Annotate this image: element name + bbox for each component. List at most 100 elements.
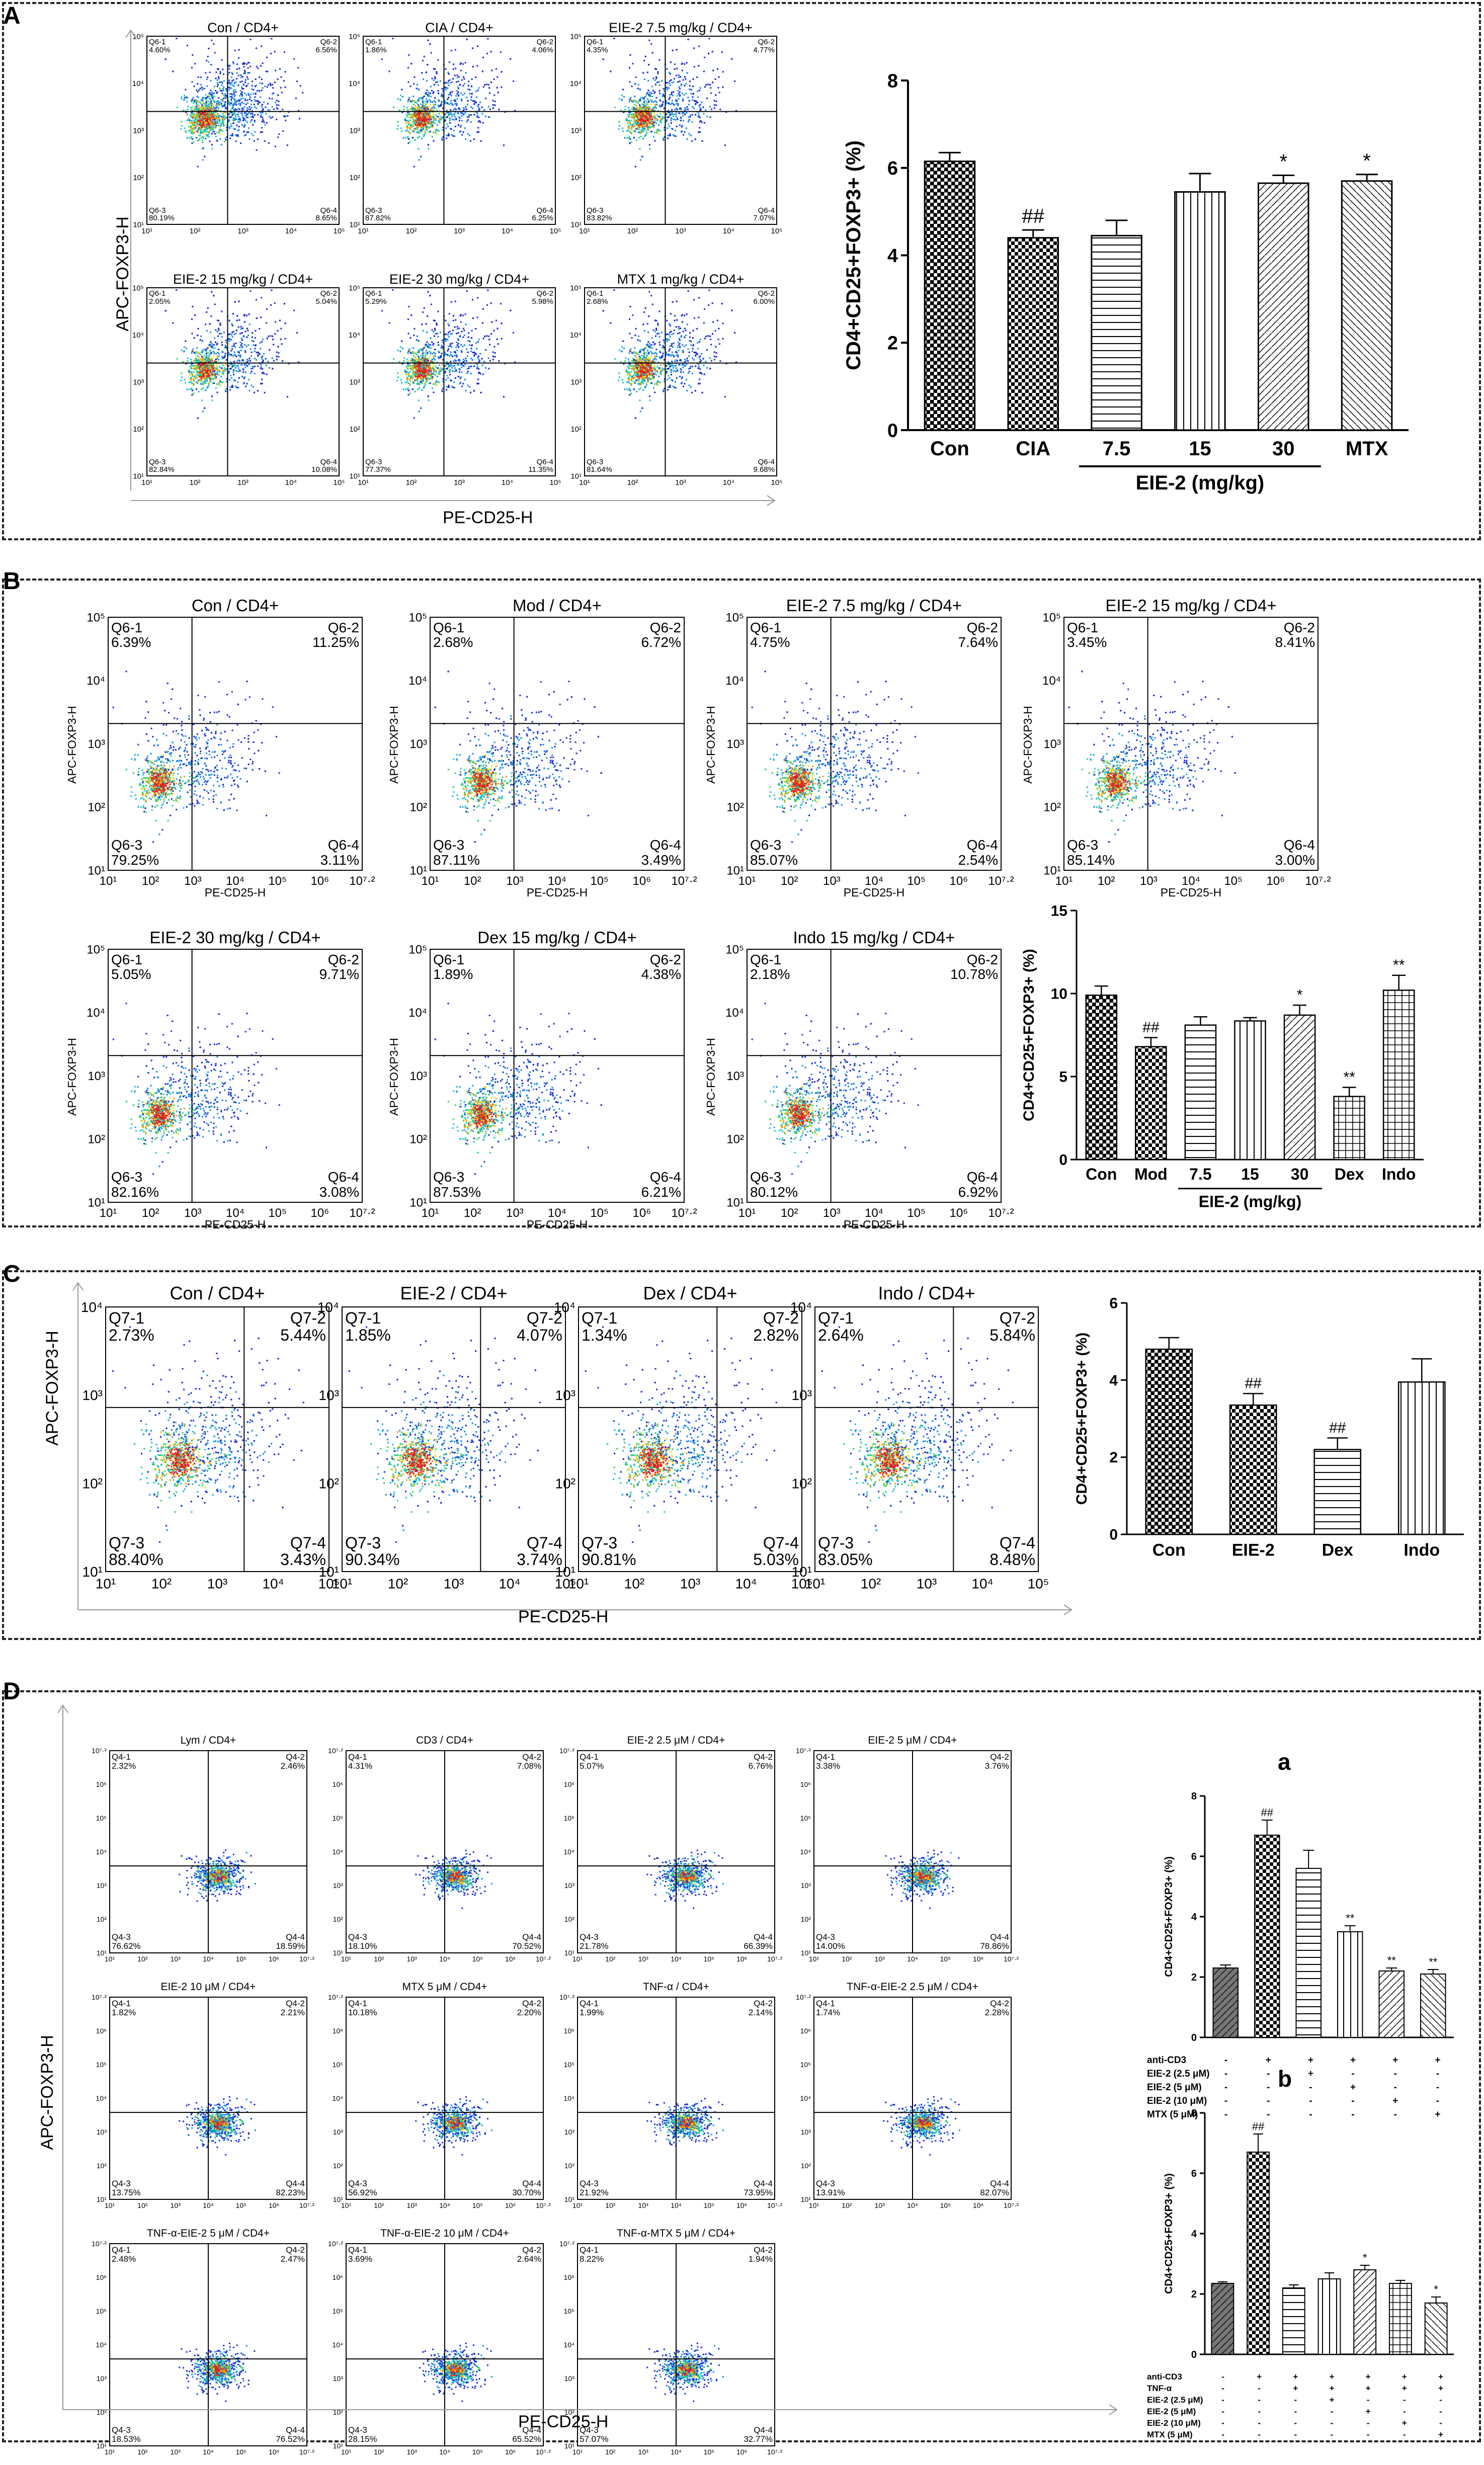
quadrant-id: Q4-2 xyxy=(517,1999,541,2008)
y-tick-label: 10⁶ xyxy=(96,2027,107,2035)
table-cell: + xyxy=(1313,2384,1350,2394)
y-tick-label: 10⁵ xyxy=(333,2061,343,2069)
flow-plot-title: TNF-α-EIE-2 5 μM / CD4+ xyxy=(110,2228,307,2240)
table-cell: - xyxy=(1417,2069,1459,2080)
quadrant-percent: 1.89% xyxy=(433,967,473,981)
quadrant-percent: 5.44% xyxy=(280,1327,326,1344)
significance-mark: ** xyxy=(1346,1912,1355,1924)
quadrant-id: Q4-4 xyxy=(744,1933,773,1942)
quadrant-percent: 21.78% xyxy=(580,1942,609,1951)
x-tick-label: 10⁷·² xyxy=(1004,1955,1019,1963)
quadrant-percent: 10.78% xyxy=(950,967,998,981)
quadrant-id: Q6-4 xyxy=(532,207,553,215)
y-axis-label-d: APC-FOXP3-H xyxy=(38,2035,57,2150)
quadrant-percent: 56.92% xyxy=(348,2188,377,2197)
quadrant-id: Q6-2 xyxy=(532,290,553,298)
quadrant-id: Q4-1 xyxy=(112,1753,136,1762)
quadrant-percent: 2.20% xyxy=(517,2008,541,2017)
x-tick-label: 10⁷·² xyxy=(767,1955,782,1963)
quadrant-id: Q6-4 xyxy=(315,207,337,215)
flow-plot-title: EIE-2 10 μM / CD4+ xyxy=(110,1981,307,1993)
y-tick-label: 10⁵ xyxy=(333,2307,343,2315)
quadrant-id: Q4-2 xyxy=(281,1999,305,2008)
quadrant-id: Q6-1 xyxy=(365,38,387,46)
y-tick-label: 10⁵ xyxy=(408,611,427,624)
quadrant-id: Q4-1 xyxy=(816,1753,840,1762)
quadrant-percent: 9.68% xyxy=(753,466,775,474)
quadrant-percent: 2.73% xyxy=(109,1327,154,1344)
y-tick-label: 10² xyxy=(792,1475,812,1491)
quadrant-percent: 2.32% xyxy=(112,1762,136,1771)
y-tick-label: 10⁷·² xyxy=(92,1747,107,1755)
table-cell: - xyxy=(1247,2082,1289,2093)
y-tick-label: 10³ xyxy=(88,737,105,751)
bar xyxy=(1230,1405,1276,1534)
quadrant-percent: 3.69% xyxy=(348,2255,372,2264)
quadrant-id: Q6-3 xyxy=(433,838,480,852)
quadrant-percent: 82.23% xyxy=(276,2188,305,2197)
table-cell: + xyxy=(1374,2096,1417,2107)
table-row-label: MTX (5 μM) xyxy=(1147,2109,1205,2120)
flow-plot-title: TNF-α-EIE-2 10 μM / CD4+ xyxy=(346,2228,543,2240)
quadrant-id: Q6-3 xyxy=(433,1170,481,1184)
y-tick-label: 10¹ xyxy=(83,1564,103,1580)
table-cell: - xyxy=(1241,2430,1277,2440)
bar xyxy=(1383,990,1414,1160)
y-tick-label: 10⁵ xyxy=(725,943,744,956)
y-tick-label: 10³ xyxy=(319,1387,339,1403)
table-cell: + xyxy=(1277,2372,1313,2382)
y-axis-label: APC-FOXP3-H xyxy=(387,618,401,871)
quadrant-percent: 1.74% xyxy=(816,2008,840,2017)
x-tick-label: 10⁵ xyxy=(704,1955,714,1963)
quadrant-percent: 1.85% xyxy=(345,1327,391,1344)
quadrant-percent: 1.34% xyxy=(582,1327,627,1344)
quadrant-percent: 3.45% xyxy=(1067,635,1107,649)
quadrant-id: Q6-4 xyxy=(1275,838,1315,852)
x-tick-label: 10² xyxy=(605,2201,616,2209)
y-tick-label: 10⁶ xyxy=(333,2273,343,2281)
x-tick-label: 10³ xyxy=(875,2201,885,2209)
quadrant-percent: 90.34% xyxy=(345,1551,400,1569)
x-tick-label: 10² xyxy=(605,1955,616,1963)
quadrant-percent: 82.84% xyxy=(149,466,175,474)
x-tick-label: 10³ xyxy=(638,1955,649,1963)
x-tick-label: 10⁴ xyxy=(262,1576,284,1592)
quadrant-id: Q6-2 xyxy=(753,38,775,46)
quadrant-id: Q6-2 xyxy=(315,290,337,298)
quadrant-percent: 8.22% xyxy=(580,2255,604,2264)
x-tick-label: 10⁵ xyxy=(940,2201,951,2209)
quadrant-id: Q6-2 xyxy=(641,620,681,635)
y-tick-label: 10² xyxy=(333,1915,344,1923)
significance-mark: ## xyxy=(1252,2120,1265,2132)
x-tick-label: 10² xyxy=(374,1955,384,1963)
quadrant-id: Q4-3 xyxy=(580,2179,609,2188)
quadrant-id: Q6-3 xyxy=(587,207,612,215)
quadrant-id: Q6-1 xyxy=(587,38,608,46)
quadrant-percent: 1.99% xyxy=(580,2008,604,2017)
bar xyxy=(1135,1047,1166,1160)
quadrant-id: Q6-3 xyxy=(365,458,391,466)
table-cell: - xyxy=(1205,2109,1247,2120)
significance-mark: ** xyxy=(1387,1954,1396,1966)
y-tick-label: 10⁵ xyxy=(564,1814,574,1822)
x-tick-label: 10³ xyxy=(454,478,465,487)
quadrant-id: Q4-1 xyxy=(580,1999,604,2008)
x-tick-label: 10² xyxy=(627,478,638,487)
group-label: EIE-2 (mg/kg) xyxy=(1136,472,1265,494)
x-tick-label: 10⁵ xyxy=(236,2448,246,2456)
